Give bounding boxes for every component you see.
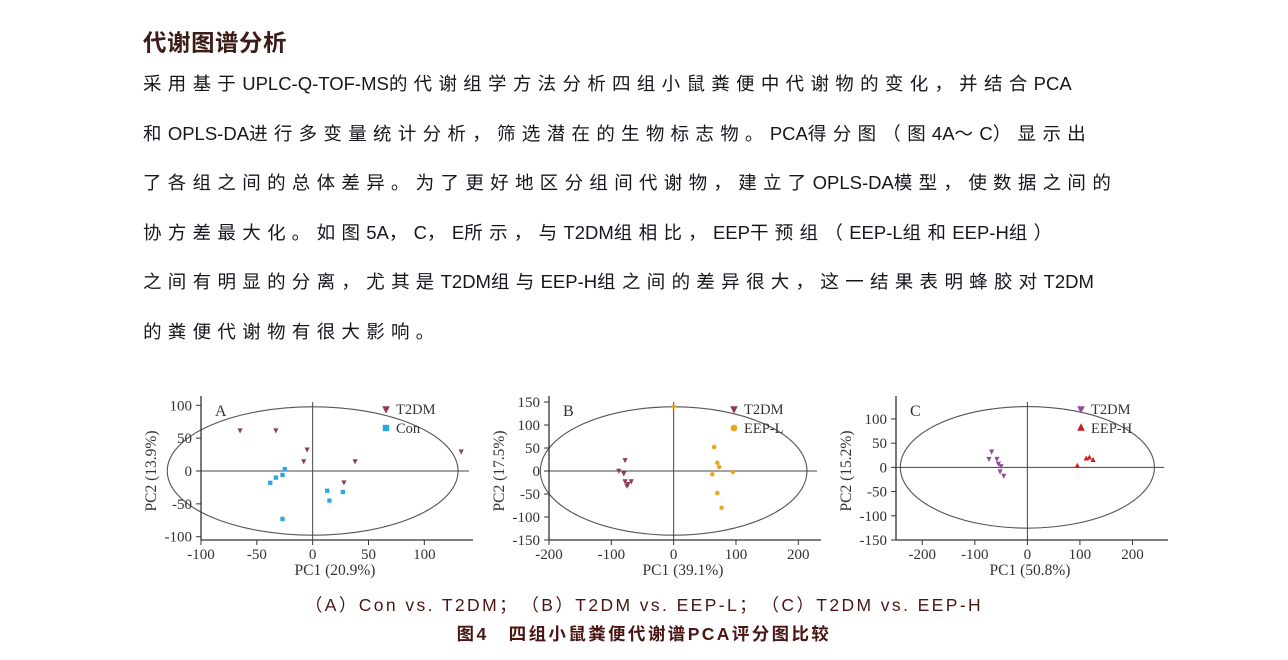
svg-text:0: 0 bbox=[185, 464, 193, 480]
svg-text:T2DM: T2DM bbox=[744, 402, 784, 418]
svg-text:PC1 (20.9%): PC1 (20.9%) bbox=[295, 562, 376, 579]
svg-text:A: A bbox=[215, 403, 227, 420]
svg-text:PC2 (13.9%): PC2 (13.9%) bbox=[143, 431, 160, 512]
svg-text:T2DM: T2DM bbox=[1091, 402, 1131, 418]
svg-text:EEP-H: EEP-H bbox=[1091, 421, 1133, 437]
svg-text:PC2 (17.5%): PC2 (17.5%) bbox=[491, 431, 508, 512]
svg-text:Con: Con bbox=[396, 421, 421, 437]
svg-text:B: B bbox=[563, 403, 574, 420]
svg-text:-100: -100 bbox=[512, 510, 540, 526]
svg-text:EEP-L: EEP-L bbox=[744, 421, 783, 437]
svg-text:-100: -100 bbox=[860, 509, 888, 525]
svg-text:0: 0 bbox=[1024, 547, 1032, 563]
svg-text:-200: -200 bbox=[535, 547, 563, 563]
svg-text:-100: -100 bbox=[961, 547, 989, 563]
svg-text:50: 50 bbox=[361, 547, 376, 563]
svg-text:-100: -100 bbox=[187, 547, 215, 563]
svg-text:50: 50 bbox=[177, 431, 192, 447]
svg-text:0: 0 bbox=[309, 547, 317, 563]
svg-text:-50: -50 bbox=[867, 485, 887, 501]
svg-text:-50: -50 bbox=[520, 487, 540, 503]
svg-text:-150: -150 bbox=[860, 533, 888, 549]
svg-text:100: 100 bbox=[865, 412, 888, 428]
svg-text:100: 100 bbox=[1069, 547, 1092, 563]
svg-text:-50: -50 bbox=[247, 547, 267, 563]
svg-text:0: 0 bbox=[669, 547, 677, 563]
svg-text:C: C bbox=[910, 403, 921, 420]
svg-text:100: 100 bbox=[413, 547, 436, 563]
svg-text:200: 200 bbox=[787, 547, 810, 563]
svg-text:200: 200 bbox=[1121, 547, 1144, 563]
svg-text:T2DM: T2DM bbox=[396, 402, 436, 418]
svg-text:50: 50 bbox=[872, 436, 887, 452]
svg-text:PC1 (39.1%): PC1 (39.1%) bbox=[642, 562, 723, 579]
svg-text:100: 100 bbox=[170, 398, 193, 414]
svg-text:100: 100 bbox=[517, 418, 540, 434]
svg-text:-200: -200 bbox=[909, 547, 937, 563]
svg-text:PC2 (15.2%): PC2 (15.2%) bbox=[838, 431, 855, 512]
svg-text:150: 150 bbox=[517, 395, 540, 411]
svg-text:-100: -100 bbox=[165, 530, 193, 546]
svg-text:100: 100 bbox=[724, 547, 747, 563]
svg-text:0: 0 bbox=[532, 464, 540, 480]
svg-text:50: 50 bbox=[525, 441, 540, 457]
svg-text:-100: -100 bbox=[597, 547, 625, 563]
svg-text:0: 0 bbox=[880, 460, 888, 476]
svg-text:-50: -50 bbox=[172, 497, 192, 513]
svg-text:PC1 (50.8%): PC1 (50.8%) bbox=[990, 562, 1071, 579]
